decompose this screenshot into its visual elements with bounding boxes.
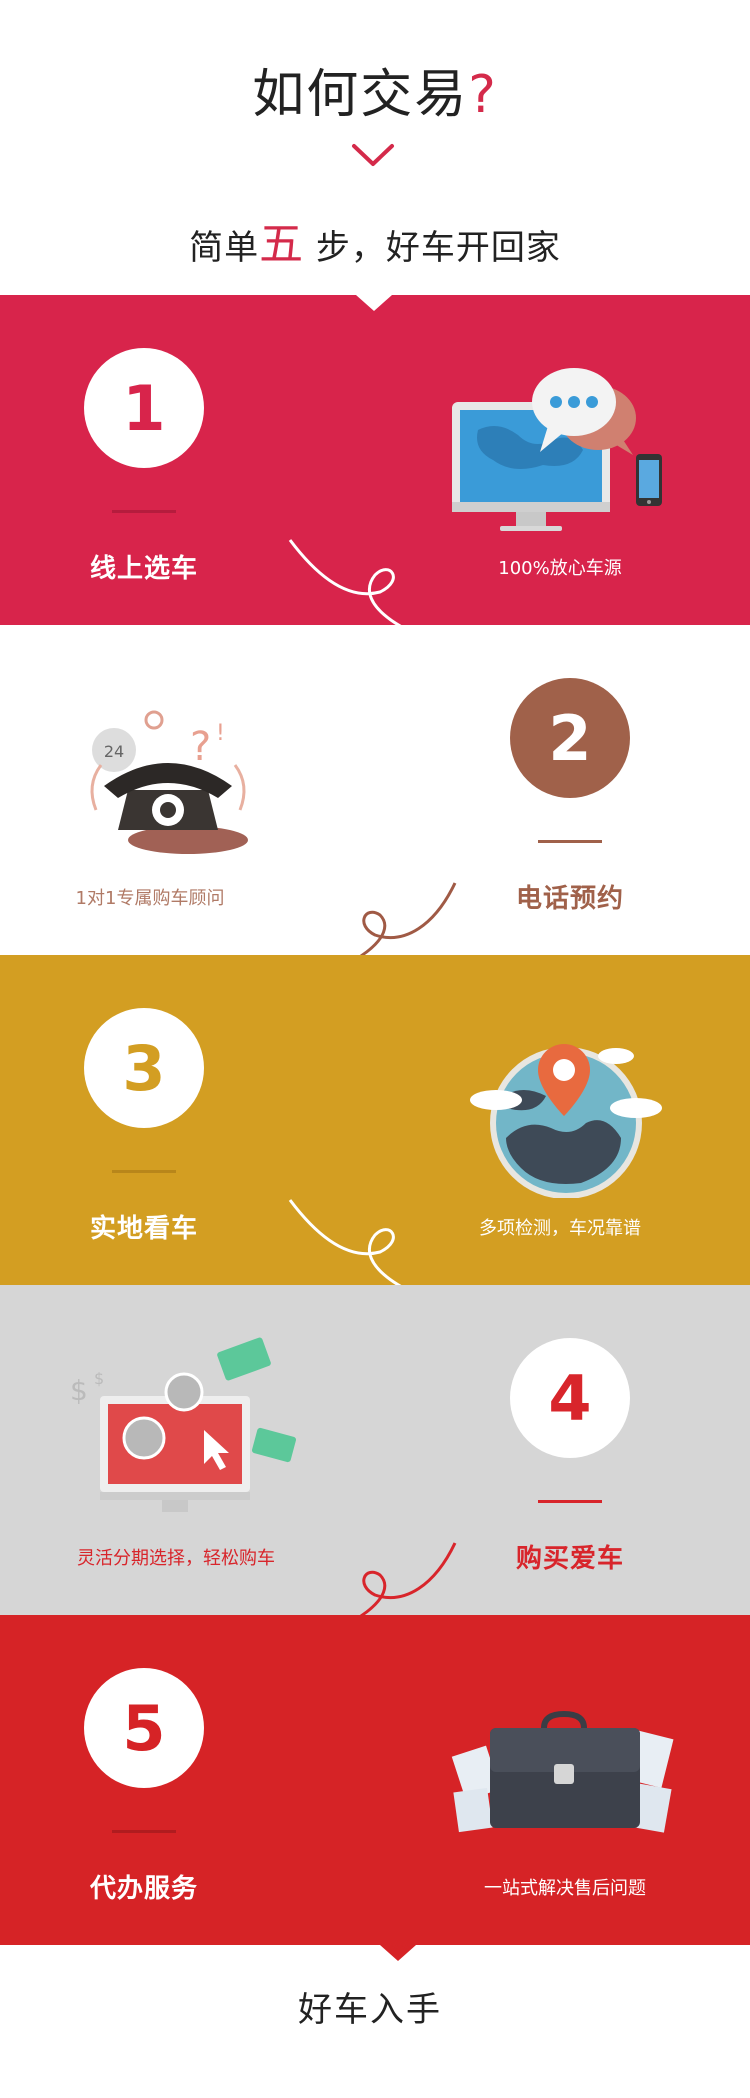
step-4-number-circle: 4 (510, 1338, 630, 1458)
telephone-icon: 24 ? ! (90, 710, 248, 854)
step-3-number: 3 (122, 1031, 166, 1105)
money-click-icon: $ $ (70, 1337, 297, 1512)
svg-text:$: $ (94, 1369, 104, 1388)
step-2-divider (538, 840, 602, 843)
step-4-number: 4 (548, 1361, 592, 1435)
step-5-number-circle: 5 (84, 1668, 204, 1788)
svg-text:$: $ (70, 1374, 88, 1407)
step-2-caption: 1对1专属购车顾问 (75, 888, 225, 909)
step-1-caption: 100%放心车源 (498, 558, 622, 579)
step-4-divider (538, 1500, 602, 1503)
step-5-divider (112, 1830, 176, 1833)
step-5-caption: 一站式解决售后问题 (484, 1878, 646, 1899)
step-3-divider (112, 1170, 176, 1173)
briefcase-icon (451, 1710, 674, 1833)
computer-chat-icon (452, 368, 662, 531)
page-subtitle: 简单五 步，好车开回家 (189, 219, 561, 270)
globe-pin-icon (470, 1044, 662, 1198)
chevron-down-icon (352, 144, 394, 166)
svg-text:!: ! (216, 721, 225, 746)
step-2-number: 2 (548, 701, 592, 775)
step-2-label: 电话预约 (515, 884, 624, 914)
band-notch-bottom (380, 1945, 416, 1961)
band-notch (356, 295, 392, 311)
footer-text: 好车入手 (298, 1990, 442, 2030)
step-5-label: 代办服务 (89, 1874, 198, 1904)
step-3-number-circle: 3 (84, 1008, 204, 1128)
page-title: 如何交易? (252, 65, 498, 125)
step-2-number-circle: 2 (510, 678, 630, 798)
step-1-label: 线上选车 (89, 554, 198, 584)
step-1-number: 1 (122, 371, 166, 445)
step-3-caption: 多项检测，车况靠谱 (479, 1218, 641, 1239)
step-3-label: 实地看车 (89, 1214, 198, 1244)
step-4-caption: 灵活分期选择，轻松购车 (77, 1548, 275, 1569)
step-1-divider (112, 510, 176, 513)
step-1-number-circle: 1 (84, 348, 204, 468)
step-5-number: 5 (122, 1691, 166, 1765)
step-4-label: 购买爱车 (515, 1544, 624, 1574)
svg-text:?: ? (190, 724, 211, 770)
svg-text:24: 24 (104, 742, 124, 761)
